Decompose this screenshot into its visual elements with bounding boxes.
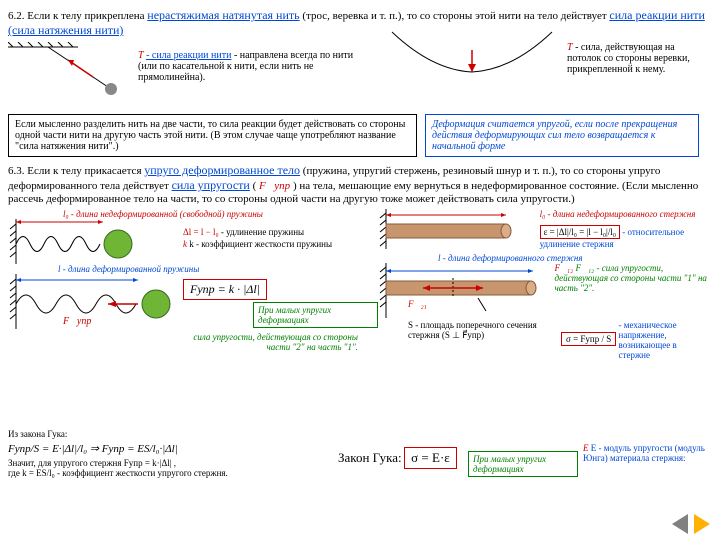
e-modulus-desc: E E - модуль упругости (модуль Юнга) мат… (583, 443, 708, 463)
svg-text:F⃗₂₁: F⃗₂₁ (407, 299, 427, 309)
section-6-3-header: 6.3. Если к телу прикасается упруго дефо… (8, 163, 712, 205)
hooke-law: Закон Гука: σ = E·ε (338, 447, 457, 469)
key-elastic-force: сила упругости (172, 178, 250, 192)
rod-deformed-svg: F⃗₂₁ (378, 263, 546, 318)
sec63-num: 6.3. (8, 165, 25, 177)
green-note-1: При малых упругих деформациях (253, 302, 378, 328)
key-elastic-body: упруго деформированное тело (144, 163, 300, 177)
t-left-text: T - сила реакции нити - направлена всегд… (138, 50, 358, 83)
box-elastic-def: Деформация считается упругой, если после… (425, 114, 699, 157)
nav-forward-icon[interactable] (694, 514, 710, 534)
rod-free-svg (378, 209, 532, 249)
fupr-formula-box: Fупр = k · |Δl| (183, 279, 267, 300)
hooke-derivation: Из закона Гука: Fупр/S = E·|Δl|/l₀ ⇒ Fуп… (8, 429, 308, 478)
t-right-text: T - сила, действующая на потолок со стор… (567, 42, 707, 75)
green-note-2: При малых упругих деформациях (468, 451, 578, 477)
thread-svg (8, 42, 138, 97)
spring-deformed-svg: F⃗упр (8, 274, 208, 329)
svg-text:F⃗упр: F⃗упр (62, 316, 91, 327)
box-thread-split: Если мысленно разделить нить на две част… (8, 114, 417, 157)
spring-formulas: Δl = l − l₀ - удлинение пружины k k - ко… (183, 227, 358, 352)
nav-back-icon[interactable] (672, 514, 688, 534)
rod-diagrams: l₀ - длина недеформированного стержня ε … (378, 209, 708, 360)
key-thread: нерастяжимая натянутая нить (147, 8, 299, 22)
rope-svg (382, 30, 562, 80)
spring-free-svg (8, 219, 168, 264)
section-6-2-header: 6.2. Если к телу прикреплена нерастяжима… (8, 8, 712, 38)
sec62-num: 6.2. (8, 10, 25, 22)
nav-buttons (672, 514, 710, 534)
